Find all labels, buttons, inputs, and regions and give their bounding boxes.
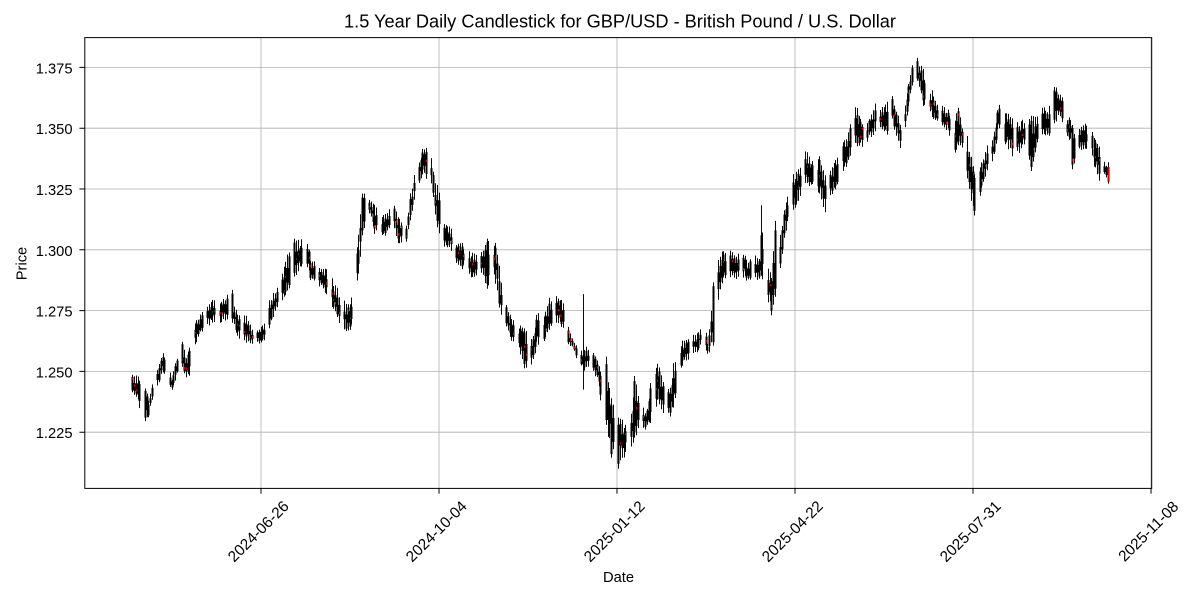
svg-text:1.350: 1.350 [36,122,73,138]
svg-text:Date: Date [603,570,634,586]
svg-text:Price: Price [14,247,30,280]
svg-text:1.275: 1.275 [36,305,73,321]
svg-text:1.5 Year Daily Candlestick for: 1.5 Year Daily Candlestick for GBP/USD -… [344,11,896,31]
svg-text:1.300: 1.300 [36,244,73,260]
svg-text:1.250: 1.250 [36,365,73,381]
svg-text:1.225: 1.225 [36,426,73,442]
svg-text:1.325: 1.325 [36,183,73,199]
svg-text:1.375: 1.375 [36,61,73,77]
